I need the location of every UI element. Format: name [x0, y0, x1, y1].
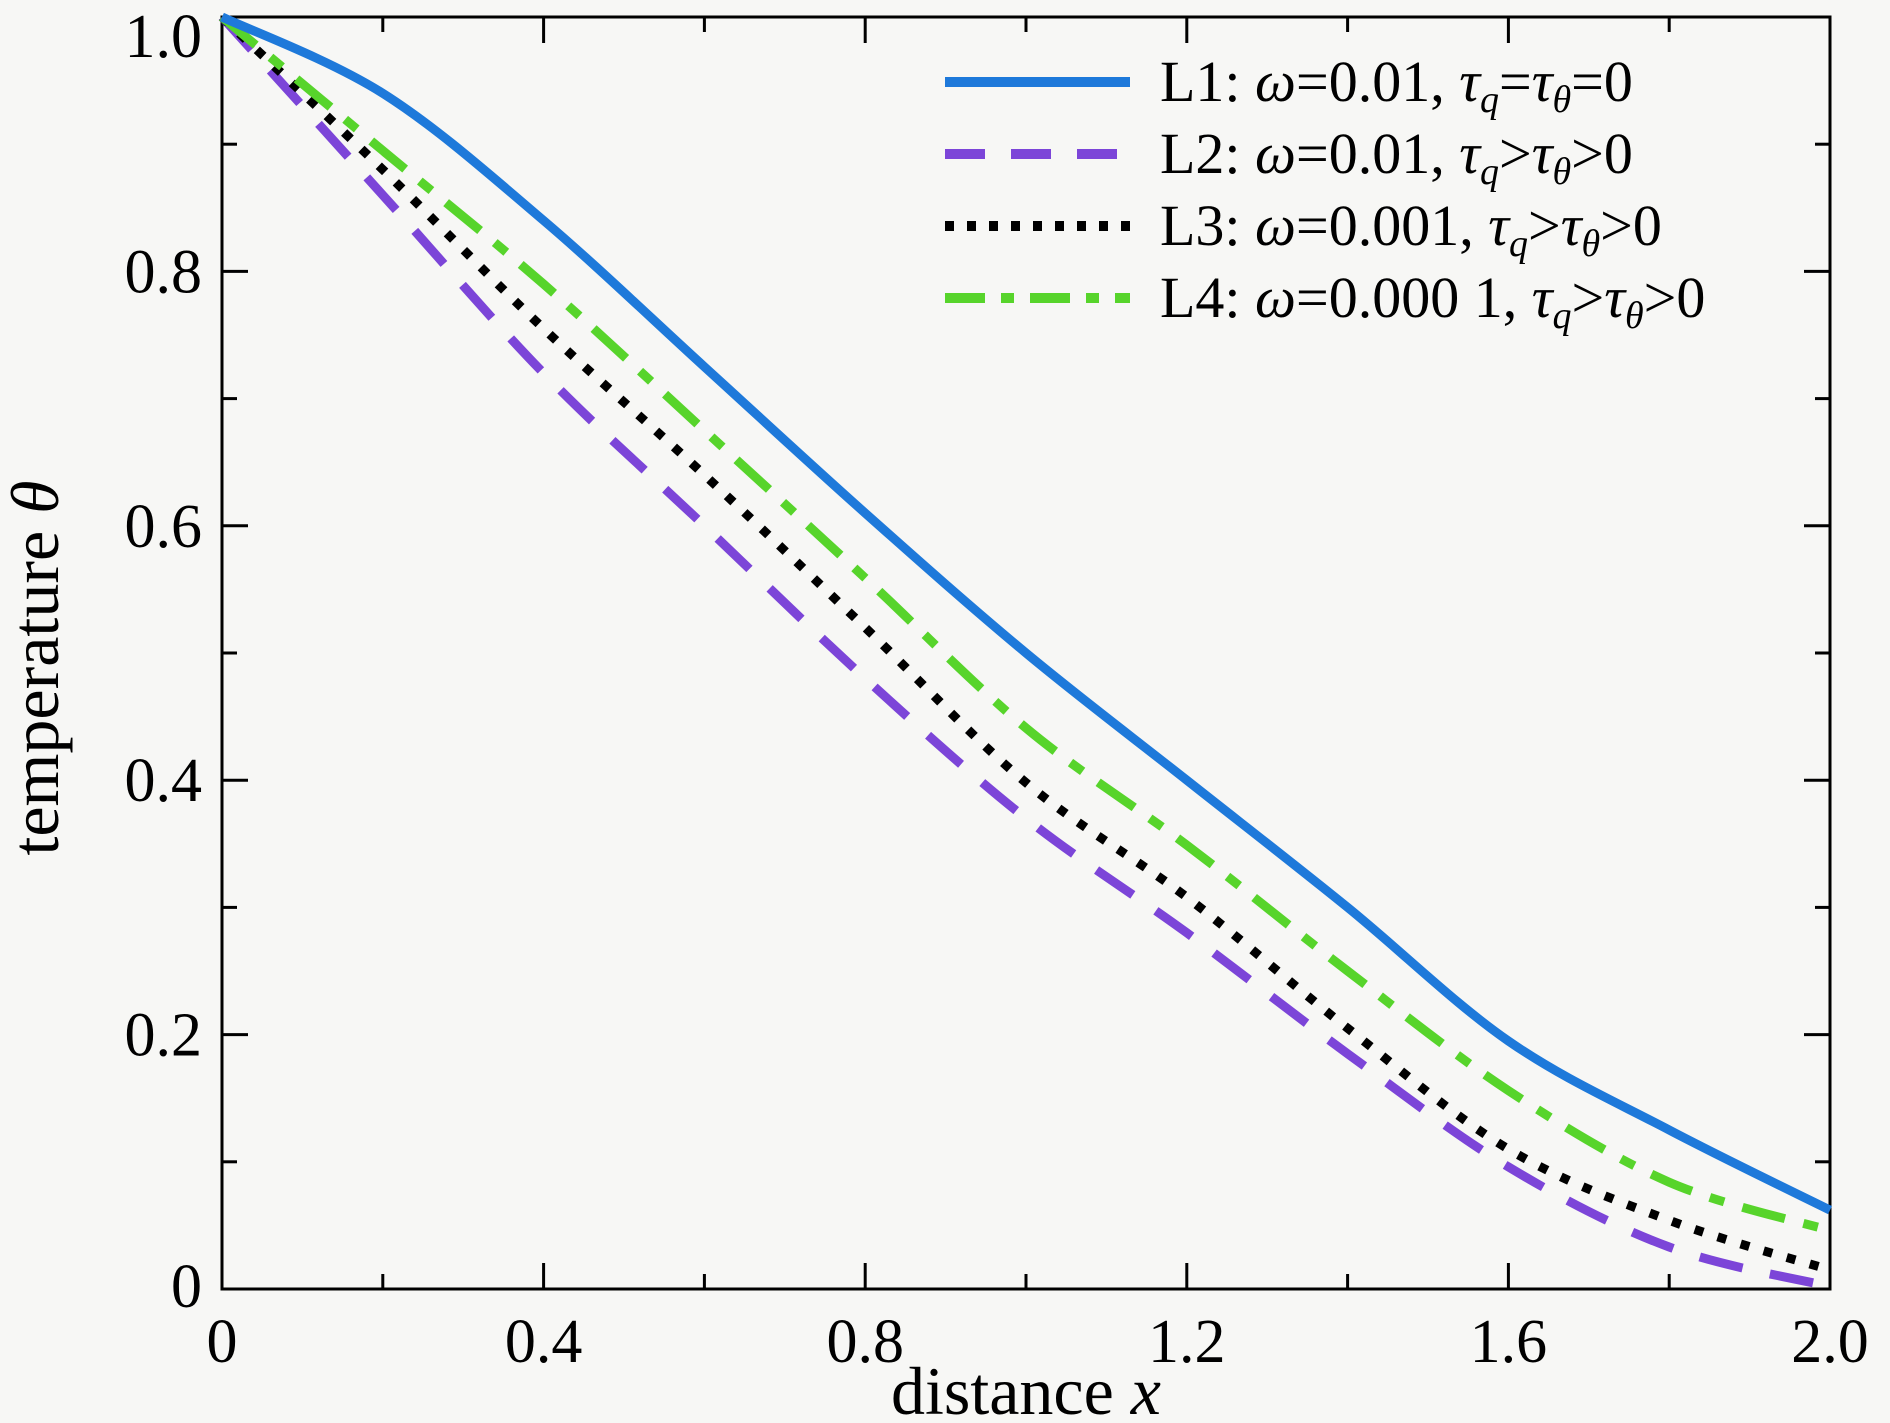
legend-item-L2: L2: ω=0.01, τq>τθ>0	[945, 118, 1705, 193]
x-tick-label: 0.8	[826, 1308, 904, 1376]
y-tick-label: 0.4	[125, 747, 203, 815]
legend-line-sample-L4	[945, 293, 1130, 303]
y-tick-label: 0	[171, 1253, 202, 1321]
chart-legend: L1: ω=0.01, τq=τθ=0 L2: ω=0.01, τq>τθ>0 L3…	[945, 46, 1706, 337]
legend-line-sample-L1	[945, 77, 1130, 87]
legend-item-L1: L1: ω=0.01, τq=τθ=0	[945, 46, 1705, 121]
x-tick-label: 0.4	[505, 1308, 583, 1376]
legend-line-sample-L2	[945, 149, 1130, 159]
curve-L3	[218, 13, 1832, 1275]
x-tick-label: 1.2	[1148, 1308, 1226, 1376]
y-axis-title: temperature θ	[0, 480, 73, 855]
curve-L2	[218, 13, 1832, 1291]
legend-label-L1: L1: ω=0.01, τq=τθ=0	[1160, 49, 1633, 121]
legend-line-sample-L3	[945, 221, 1130, 231]
y-tick-label: 0.6	[125, 493, 203, 561]
y-tick-label: 0.2	[125, 1002, 203, 1070]
x-tick-label: 2.0	[1791, 1308, 1869, 1376]
y-tick-label: 0.8	[125, 238, 203, 306]
x-tick-label: 0	[207, 1308, 238, 1376]
y-tick-label: 1.0	[125, 3, 203, 71]
legend-item-L3: L3: ω=0.001, τq>τθ>0	[945, 190, 1705, 265]
x-tick-label: 1.6	[1470, 1308, 1548, 1376]
legend-label-L3: L3: ω=0.001, τq>τθ>0	[1160, 193, 1662, 265]
legend-label-L4: L4: ω=0.000 1, τq>τθ>0	[1160, 265, 1706, 337]
curve-L1	[220, 12, 1833, 1215]
legend-label-L2: L2: ω=0.01, τq>τθ>0	[1160, 121, 1633, 193]
x-axis-title: distance x	[891, 1353, 1161, 1423]
legend-item-L4: L4: ω=0.000 1, τq>τθ>0	[945, 262, 1706, 337]
